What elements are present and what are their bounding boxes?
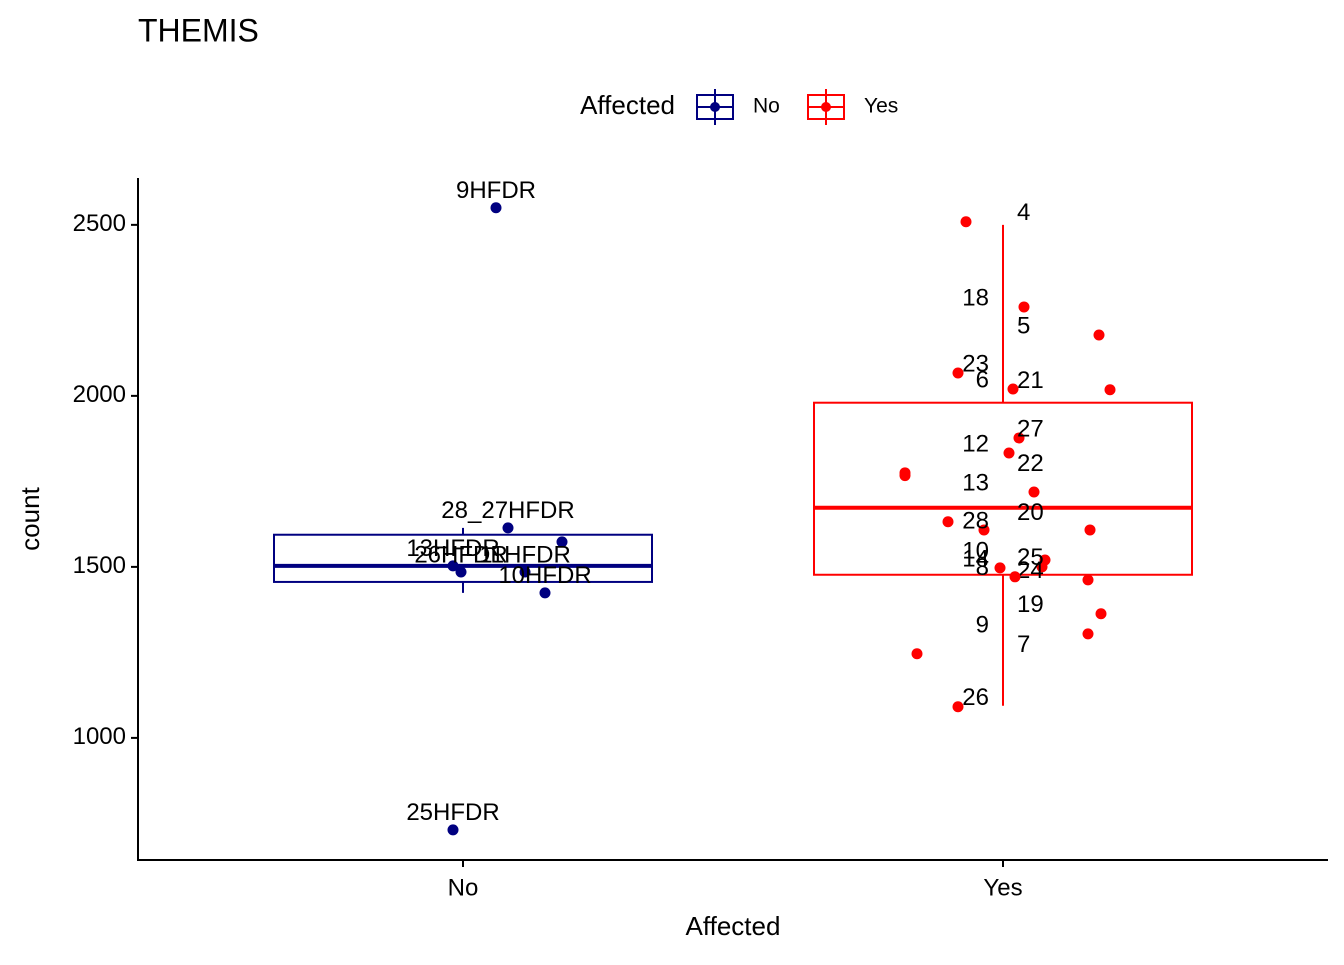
point-label: 14 — [962, 545, 989, 572]
data-point — [978, 524, 990, 536]
point-label: 18 — [962, 284, 989, 311]
data-point — [1082, 628, 1094, 640]
point-label: 26HFDR — [414, 541, 507, 568]
data-point — [960, 216, 972, 228]
point-label: 9 — [976, 611, 989, 638]
data-point — [1093, 329, 1105, 341]
point-label: 11HFDR — [479, 541, 571, 568]
data-point — [1036, 561, 1048, 573]
data-point — [952, 367, 964, 379]
data-point — [1082, 574, 1094, 586]
point-label: 6 — [976, 366, 989, 393]
data-point — [1009, 571, 1021, 583]
data-point — [455, 566, 467, 578]
data-point — [994, 562, 1006, 574]
y-tick-label: 2000 — [73, 381, 126, 408]
data-point — [1003, 447, 1015, 459]
point-label: 25HFDR — [406, 799, 499, 826]
box — [813, 401, 1193, 576]
legend-key-point — [821, 102, 831, 112]
data-point — [539, 587, 551, 599]
point-label: 21 — [1017, 367, 1044, 394]
box — [273, 533, 653, 583]
data-point — [1007, 383, 1019, 395]
legend-key-point — [710, 102, 720, 112]
point-label: 28_27HFDR — [441, 497, 574, 524]
point-label: 19 — [1017, 591, 1044, 618]
point-label: 8 — [976, 554, 989, 581]
y-tick-label: 2500 — [73, 210, 126, 237]
data-point — [1104, 384, 1116, 396]
point-label: 10 — [962, 537, 989, 564]
y-tick-label: 1500 — [73, 552, 126, 579]
data-point — [899, 470, 911, 482]
legend-label: Yes — [864, 95, 898, 118]
data-point — [1018, 301, 1030, 313]
data-point — [519, 566, 531, 578]
data-point — [556, 536, 568, 548]
data-point — [447, 560, 459, 572]
point-label: 4 — [1017, 199, 1030, 226]
data-point — [911, 648, 923, 660]
y-axis-title: count — [15, 486, 45, 550]
chart-title: THEMIS — [138, 12, 259, 48]
data-point — [1095, 608, 1107, 620]
point-label: 24 — [1017, 557, 1044, 584]
point-label: 25 — [1017, 544, 1044, 571]
data-point — [942, 516, 954, 528]
x-tick-label: Yes — [983, 874, 1022, 901]
point-label: 28 — [962, 507, 989, 534]
point-label: 26 — [962, 684, 989, 711]
x-axis-title: Affected — [686, 911, 781, 941]
legend-title: Affected — [580, 90, 675, 120]
data-point — [1084, 524, 1096, 536]
data-point — [1028, 486, 1040, 498]
point-label: 22 — [1017, 450, 1044, 477]
data-point — [1013, 432, 1025, 444]
point-label: 5 — [1017, 312, 1030, 339]
legend-label: No — [753, 95, 780, 118]
data-point — [502, 522, 514, 534]
point-label: 10HFDR — [498, 562, 591, 589]
point-label: 23 — [962, 350, 989, 377]
x-tick-label: No — [448, 874, 479, 901]
point-label: 7 — [1017, 631, 1030, 658]
point-label: 20 — [1017, 499, 1044, 526]
point-label: 27 — [1017, 415, 1044, 442]
point-label: 9HFDR — [456, 177, 536, 204]
point-label: 13 — [962, 469, 989, 496]
y-tick-label: 1000 — [73, 723, 126, 750]
data-point — [447, 824, 459, 836]
data-point — [490, 202, 502, 214]
point-label: 13HFDR — [406, 535, 499, 562]
data-point — [952, 701, 964, 713]
point-label: 12 — [962, 430, 989, 457]
